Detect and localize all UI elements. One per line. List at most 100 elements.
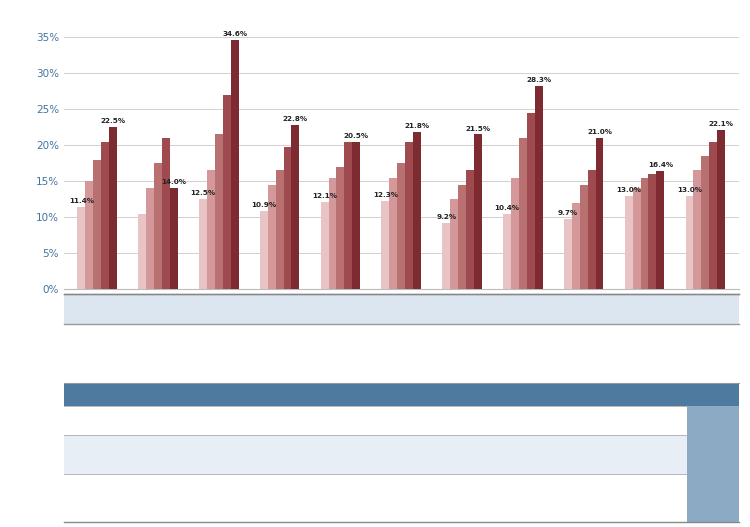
Bar <box>686 196 694 289</box>
Bar <box>328 178 337 289</box>
Bar <box>154 163 162 289</box>
Bar <box>503 214 511 289</box>
Text: 4: 4 <box>346 415 353 425</box>
Text: Total*: Total* <box>697 304 729 314</box>
Bar <box>398 163 405 289</box>
Text: 11.4%: 11.4% <box>69 198 94 204</box>
Text: NB: NB <box>446 304 461 314</box>
Bar <box>474 134 482 289</box>
Bar <box>337 167 344 289</box>
Bar <box>344 142 352 289</box>
Bar <box>109 127 117 289</box>
Bar <box>564 219 572 289</box>
Text: 16.4%: 16.4% <box>648 162 673 168</box>
Text: 13.0%: 13.0% <box>616 187 641 193</box>
Bar <box>649 174 656 289</box>
Text: Rank: Rank <box>102 415 130 425</box>
Bar <box>640 178 649 289</box>
Bar <box>710 142 717 289</box>
Text: $780.6: $780.6 <box>386 349 418 358</box>
Bar <box>511 178 519 289</box>
Bar <box>701 156 709 289</box>
Text: 20.5%: 20.5% <box>344 133 369 139</box>
Text: BC: BC <box>187 304 202 314</box>
Text: 21.5%: 21.5% <box>465 125 490 132</box>
Text: 28.3%: 28.3% <box>526 76 551 83</box>
Text: $87.0: $87.0 <box>285 349 311 358</box>
Bar <box>596 138 604 289</box>
Text: 12.3%: 12.3% <box>373 192 398 198</box>
Text: $23.4: $23.4 <box>596 349 622 358</box>
Bar <box>466 170 474 289</box>
Text: 0.5%: 0.5% <box>546 493 568 502</box>
Bar <box>694 170 701 289</box>
Bar <box>413 132 421 289</box>
Text: 21.0%: 21.0% <box>587 129 612 135</box>
Text: $231.0: $231.0 <box>230 349 262 358</box>
Bar <box>101 142 109 289</box>
Bar <box>625 196 633 289</box>
Bar <box>405 142 413 289</box>
Bar <box>717 130 725 289</box>
Bar <box>77 207 86 289</box>
Bar <box>656 171 664 289</box>
Text: 22.8%: 22.8% <box>283 116 308 122</box>
Bar <box>572 203 580 289</box>
Text: 9.7%: 9.7% <box>558 210 578 217</box>
Bar <box>268 185 276 289</box>
Text: Top ten biologics by share of total drug cost, NPDUIS public plans, 2013/14: Top ten biologics by share of total drug… <box>71 390 453 399</box>
Text: 13.0%: 13.0% <box>677 187 702 193</box>
Text: $34.5: $34.5 <box>493 349 518 358</box>
Text: 7: 7 <box>503 415 509 425</box>
Text: 21.8%: 21.8% <box>404 123 430 130</box>
Text: 22.1%: 22.1% <box>709 121 734 127</box>
Text: 3.0%: 3.0% <box>286 493 310 502</box>
Text: 22.5%: 22.5% <box>100 119 125 124</box>
Text: ON: ON <box>394 304 410 314</box>
Bar <box>389 178 398 289</box>
Bar <box>458 185 466 289</box>
Text: NL: NL <box>602 304 616 314</box>
Text: 0.6%: 0.6% <box>442 493 465 502</box>
Text: Rebif: Rebif <box>495 450 516 459</box>
Text: 3: 3 <box>295 415 301 425</box>
Text: $273.9: $273.9 <box>178 349 210 358</box>
Text: 0.4%: 0.4% <box>650 493 673 502</box>
Bar <box>519 138 526 289</box>
Text: 2: 2 <box>243 415 249 425</box>
Bar <box>260 211 268 289</box>
Bar <box>526 113 535 289</box>
Text: NS: NS <box>498 304 513 314</box>
Bar <box>450 199 458 289</box>
Bar <box>588 170 596 289</box>
Text: 6: 6 <box>451 415 457 425</box>
Text: 34.6%: 34.6% <box>222 32 248 37</box>
Text: 0.5%: 0.5% <box>598 493 620 502</box>
Bar <box>86 181 93 289</box>
Text: $33.1: $33.1 <box>441 349 466 358</box>
Text: Enbrel: Enbrel <box>336 450 363 459</box>
Text: Lucentis: Lucentis <box>177 450 212 459</box>
Text: MB: MB <box>341 304 358 314</box>
Text: 1: 1 <box>191 415 197 425</box>
Text: 14.0%: 14.0% <box>161 180 186 186</box>
Text: 12.5%: 12.5% <box>190 190 215 196</box>
Text: 9: 9 <box>606 415 612 425</box>
Text: 10.4%: 10.4% <box>494 206 520 211</box>
Text: 10: 10 <box>655 415 667 425</box>
Bar <box>170 188 178 289</box>
Text: 12.1%: 12.1% <box>312 193 338 199</box>
Text: $48.4: $48.4 <box>648 349 674 358</box>
Bar <box>352 142 360 289</box>
Text: Total
top ten
biologics: Total top ten biologics <box>690 447 736 480</box>
Bar <box>93 160 101 289</box>
Text: $8.1: $8.1 <box>548 349 567 358</box>
Bar <box>382 201 389 289</box>
Bar <box>292 125 299 289</box>
Text: $1,609.2: $1,609.2 <box>693 349 733 358</box>
Text: Trade name: Trade name <box>84 450 148 460</box>
Text: PE: PE <box>550 304 564 314</box>
Bar <box>199 199 207 289</box>
Text: Drug cost of
biologics in
2013/14 ($million): Drug cost of biologics in 2013/14 ($mill… <box>73 337 160 370</box>
Text: NIHB: NIHB <box>647 304 674 314</box>
